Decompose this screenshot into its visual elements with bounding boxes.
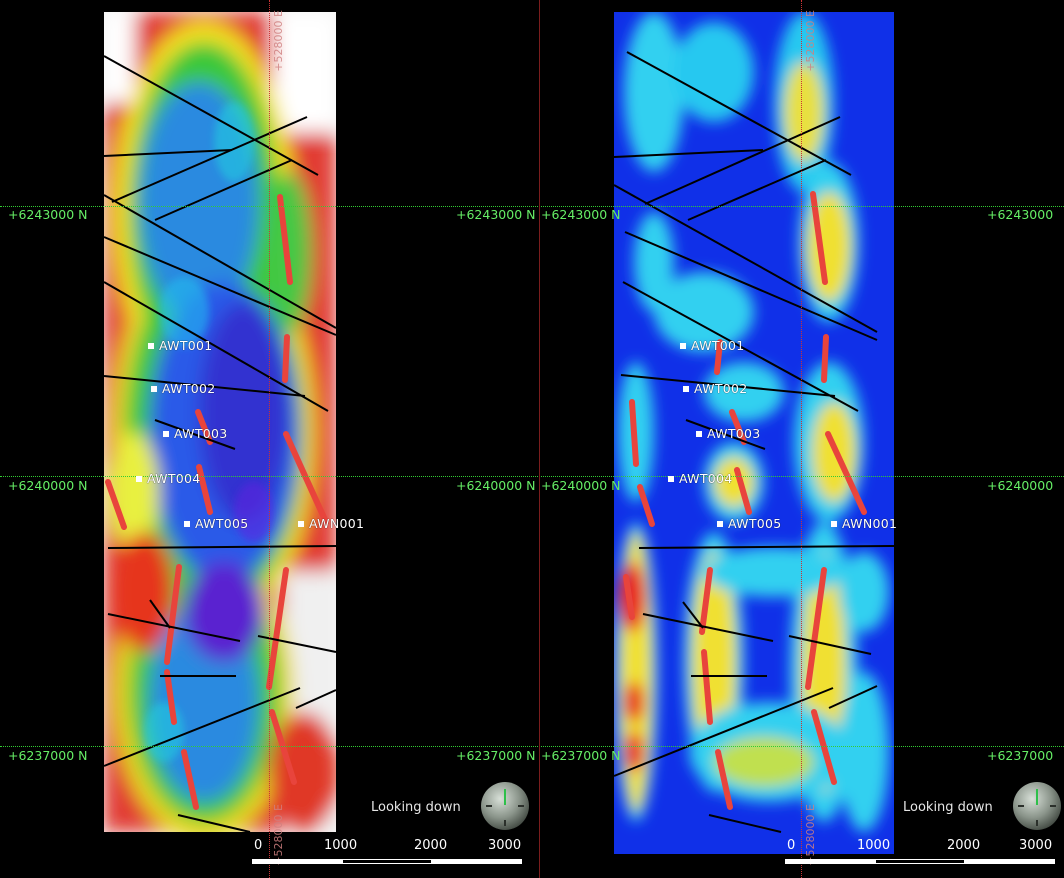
right-easting-gridline <box>801 0 802 878</box>
right-northing-label-1: +6243000 N <box>541 207 621 222</box>
north-needle-icon <box>1036 789 1038 805</box>
well-label: AWT005 <box>728 516 782 531</box>
left-anomaly-traces <box>105 194 329 810</box>
right-northing-gridline-3 <box>541 746 1064 747</box>
well-marker-icon <box>831 520 837 527</box>
right-fault-lines <box>613 51 895 833</box>
well-marker-icon <box>136 475 142 482</box>
left-northing-gridline-3 <box>0 746 540 747</box>
well-label: AWT005 <box>195 516 249 531</box>
right-easting-label-top: +528000 E <box>804 10 817 72</box>
left-northing-gridline-1 <box>0 206 540 207</box>
left-well-awt001[interactable]: AWT001 <box>148 338 213 353</box>
compass-tick <box>518 805 524 807</box>
scale-segment <box>432 859 522 864</box>
well-label: AWN001 <box>309 516 365 531</box>
right-northing-label-right-3: +6237000 <box>987 748 1054 763</box>
scale-tick-3000: 3000 <box>488 838 522 853</box>
well-label: AWT001 <box>691 338 745 353</box>
left-northing-label-2: +6240000 N <box>8 478 88 493</box>
compass-tick <box>504 820 506 826</box>
scale-tick-3000: 3000 <box>1019 838 1053 853</box>
well-marker-icon <box>298 520 304 527</box>
right-scale-bar: 0 1000 2000 3000 <box>785 838 1057 868</box>
right-well-awt004[interactable]: AWT004 <box>668 471 733 486</box>
left-easting-label-top: +528000 E <box>272 10 285 72</box>
well-marker-icon <box>163 430 169 437</box>
left-fault-lines <box>103 55 337 767</box>
left-northing-label-right-2: +6240000 N <box>456 478 536 493</box>
compass-tick <box>1018 805 1024 807</box>
right-well-awn001[interactable]: AWN001 <box>831 516 897 531</box>
right-northing-gridline-2 <box>541 476 1064 477</box>
left-northing-label-3: +6237000 N <box>8 748 88 763</box>
scale-segment <box>252 859 342 864</box>
right-northing-label-right-1: +6243000 <box>987 207 1054 222</box>
compass-tick <box>486 805 492 807</box>
left-well-awt002[interactable]: AWT002 <box>151 381 216 396</box>
scale-tick-1000: 1000 <box>857 838 891 853</box>
well-label: AWT001 <box>159 338 213 353</box>
well-label: AWT003 <box>707 426 761 441</box>
compass-icon[interactable] <box>1013 782 1061 830</box>
well-marker-icon <box>683 385 689 392</box>
left-northing-label-right-3: +6237000 N <box>456 748 536 763</box>
compass-tick <box>1036 820 1038 826</box>
well-label: AWT002 <box>162 381 216 396</box>
right-northing-label-3: +6237000 N <box>541 748 621 763</box>
right-well-awt001[interactable]: AWT001 <box>680 338 745 353</box>
left-northing-label-1: +6243000 N <box>8 207 88 222</box>
right-well-awt003[interactable]: AWT003 <box>696 426 761 441</box>
scale-tick-2000: 2000 <box>947 838 981 853</box>
left-well-awt005[interactable]: AWT005 <box>184 516 249 531</box>
right-anomaly-map <box>614 12 894 854</box>
left-viewport[interactable]: +528000 E +528000 E +6243000 N +6240000 … <box>0 0 540 878</box>
well-marker-icon <box>668 475 674 482</box>
left-well-awt004[interactable]: AWT004 <box>136 471 201 486</box>
right-northing-label-2: +6240000 N <box>541 478 621 493</box>
well-marker-icon <box>148 342 154 349</box>
right-northing-label-right-2: +6240000 <box>987 478 1054 493</box>
well-label: AWN001 <box>842 516 898 531</box>
scale-segment <box>875 859 965 864</box>
scale-tick-1000: 1000 <box>324 838 358 853</box>
well-label: AWT004 <box>679 471 733 486</box>
well-marker-icon <box>696 430 702 437</box>
left-well-awn001[interactable]: AWN001 <box>298 516 364 531</box>
left-looking-down-label: Looking down <box>371 800 461 815</box>
scale-tick-0: 0 <box>787 838 796 853</box>
well-label: AWT004 <box>147 471 201 486</box>
scale-segment <box>342 859 432 864</box>
north-needle-icon <box>504 789 506 805</box>
compass-tick <box>1050 805 1056 807</box>
left-easting-gridline <box>269 0 270 878</box>
scale-tick-2000: 2000 <box>414 838 448 853</box>
right-well-awt002[interactable]: AWT002 <box>683 381 748 396</box>
left-well-awt003[interactable]: AWT003 <box>163 426 228 441</box>
left-anomaly-map <box>104 12 336 832</box>
scale-segment <box>785 859 875 864</box>
right-viewport[interactable]: +528000 E +528000 E +6243000 N +6240000 … <box>541 0 1064 878</box>
well-marker-icon <box>151 385 157 392</box>
left-scale-bar: 0 1000 2000 3000 <box>252 838 524 868</box>
scale-segment <box>965 859 1055 864</box>
well-marker-icon <box>717 520 723 527</box>
compass-icon[interactable] <box>481 782 529 830</box>
right-well-awt005[interactable]: AWT005 <box>717 516 782 531</box>
left-northing-gridline-2 <box>0 476 540 477</box>
right-anomaly-traces <box>623 191 867 810</box>
right-looking-down-label: Looking down <box>903 800 993 815</box>
viewport-divider[interactable] <box>539 0 540 878</box>
well-marker-icon <box>184 520 190 527</box>
left-northing-label-right-1: +6243000 N <box>456 207 536 222</box>
well-label: AWT003 <box>174 426 228 441</box>
well-marker-icon <box>680 342 686 349</box>
right-northing-gridline-1 <box>541 206 1064 207</box>
scale-tick-0: 0 <box>254 838 263 853</box>
well-label: AWT002 <box>694 381 748 396</box>
